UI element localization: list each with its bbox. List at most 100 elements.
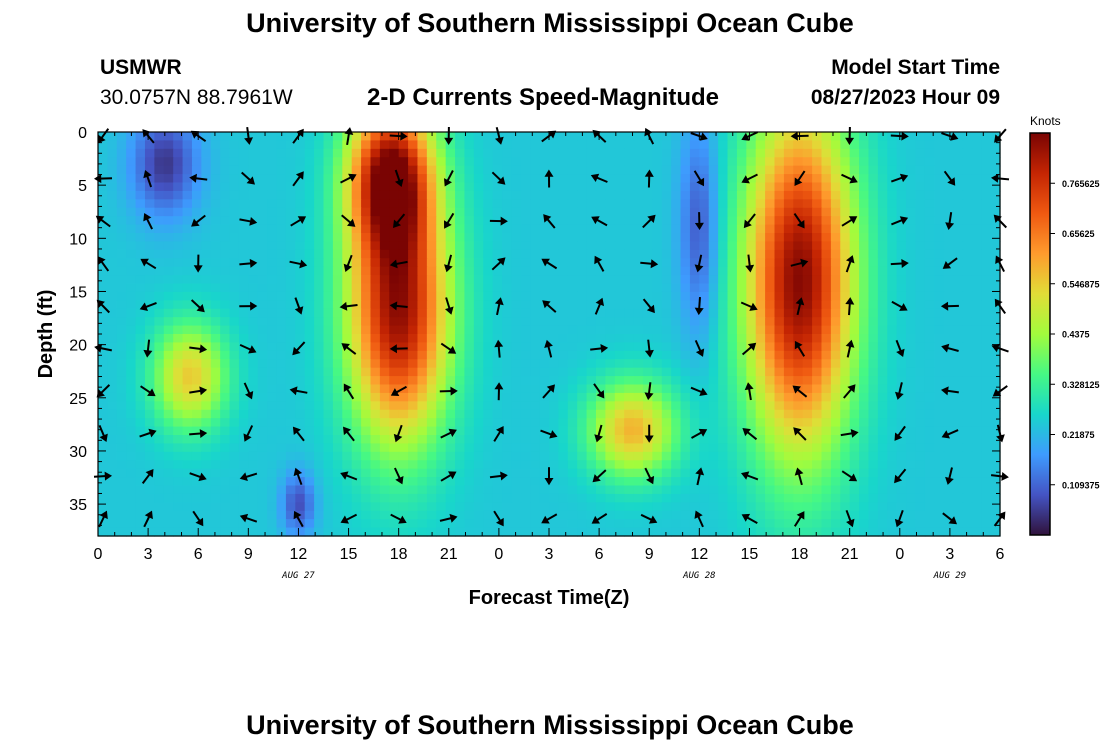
heat-cell (323, 291, 334, 301)
heat-cell (859, 174, 870, 184)
heat-cell (379, 485, 390, 495)
heat-cell (924, 325, 935, 335)
heat-cell (520, 477, 531, 487)
heat-cell (342, 376, 353, 386)
heat-cell (107, 359, 118, 369)
heat-cell (962, 359, 973, 369)
heat-cell (868, 165, 879, 175)
heat-cell (455, 249, 466, 259)
heat-cell (238, 334, 249, 344)
heat-cell (689, 283, 700, 293)
heat-cell (943, 426, 954, 436)
heat-cell (201, 275, 212, 285)
heat-cell (652, 291, 663, 301)
heat-cell (389, 376, 400, 386)
heat-cell (661, 140, 672, 150)
heat-cell (173, 519, 184, 529)
heat-cell (389, 190, 400, 200)
heat-cell (314, 207, 325, 217)
heat-cell (201, 233, 212, 243)
heat-cell (727, 468, 738, 478)
heat-cell (633, 199, 644, 209)
heat-cell (671, 477, 682, 487)
heat-cell (595, 308, 606, 318)
heat-cell (671, 350, 682, 360)
current-arrow (591, 513, 608, 524)
heat-cell (877, 199, 888, 209)
heat-cell (915, 460, 926, 470)
heat-cell (182, 435, 193, 445)
heat-cell (530, 132, 541, 142)
heat-cell (379, 182, 390, 192)
heat-cell (661, 275, 672, 285)
heat-cell (962, 384, 973, 394)
heat-cell (642, 334, 653, 344)
current-arrow (489, 216, 508, 226)
heat-cell (191, 325, 202, 335)
heat-cell (962, 435, 973, 445)
heat-cell (408, 182, 419, 192)
heat-cell (126, 224, 137, 234)
heat-cell (671, 241, 682, 251)
heat-cell (840, 443, 851, 453)
heat-cell (257, 359, 268, 369)
heat-cell (755, 140, 766, 150)
heat-cell (971, 283, 982, 293)
heat-cell (267, 300, 278, 310)
heat-cell (539, 510, 550, 520)
heat-cell (877, 325, 888, 335)
current-arrow (942, 257, 958, 269)
heat-cell (210, 207, 221, 217)
heat-cell (323, 460, 334, 470)
heat-cell (680, 249, 691, 259)
heat-cell (257, 233, 268, 243)
heat-cell (971, 258, 982, 268)
heat-cell (595, 510, 606, 520)
heat-cell (943, 468, 954, 478)
current-arrow (190, 299, 205, 313)
heat-cell (661, 384, 672, 394)
heat-cell (248, 510, 259, 520)
heat-cell (934, 275, 945, 285)
heat-cell (614, 157, 625, 167)
heat-cell (708, 300, 719, 310)
heat-cell (436, 376, 447, 386)
heat-cell (210, 435, 221, 445)
heat-cell (765, 249, 776, 259)
heat-cell (624, 502, 635, 512)
heat-cell (417, 359, 428, 369)
heat-cell (981, 342, 992, 352)
heat-cell (652, 519, 663, 529)
heat-cell (455, 174, 466, 184)
heat-cell (812, 451, 823, 461)
heat-cell (173, 334, 184, 344)
heat-cell (276, 233, 287, 243)
heat-cell (689, 443, 700, 453)
heat-cell (962, 283, 973, 293)
heat-cell (699, 199, 710, 209)
heat-cell (727, 460, 738, 470)
heat-cell (605, 468, 616, 478)
heat-cell (887, 401, 898, 411)
heat-cell (567, 233, 578, 243)
heat-cell (520, 502, 531, 512)
heat-cell (727, 510, 738, 520)
heat-cell (567, 384, 578, 394)
heat-cell (520, 342, 531, 352)
heat-cell (267, 384, 278, 394)
heat-cell (614, 519, 625, 529)
heat-cell (539, 451, 550, 461)
heat-cell (426, 266, 437, 276)
heat-cell (408, 367, 419, 377)
heat-cell (182, 140, 193, 150)
heat-cell (238, 207, 249, 217)
heat-cell (736, 502, 747, 512)
heat-cell (417, 249, 428, 259)
heat-cell (464, 283, 475, 293)
heat-cell (642, 190, 653, 200)
heat-cell (511, 283, 522, 293)
heat-cell (201, 376, 212, 386)
heat-cell (840, 182, 851, 192)
heat-cell (248, 401, 259, 411)
heat-cell (577, 342, 588, 352)
